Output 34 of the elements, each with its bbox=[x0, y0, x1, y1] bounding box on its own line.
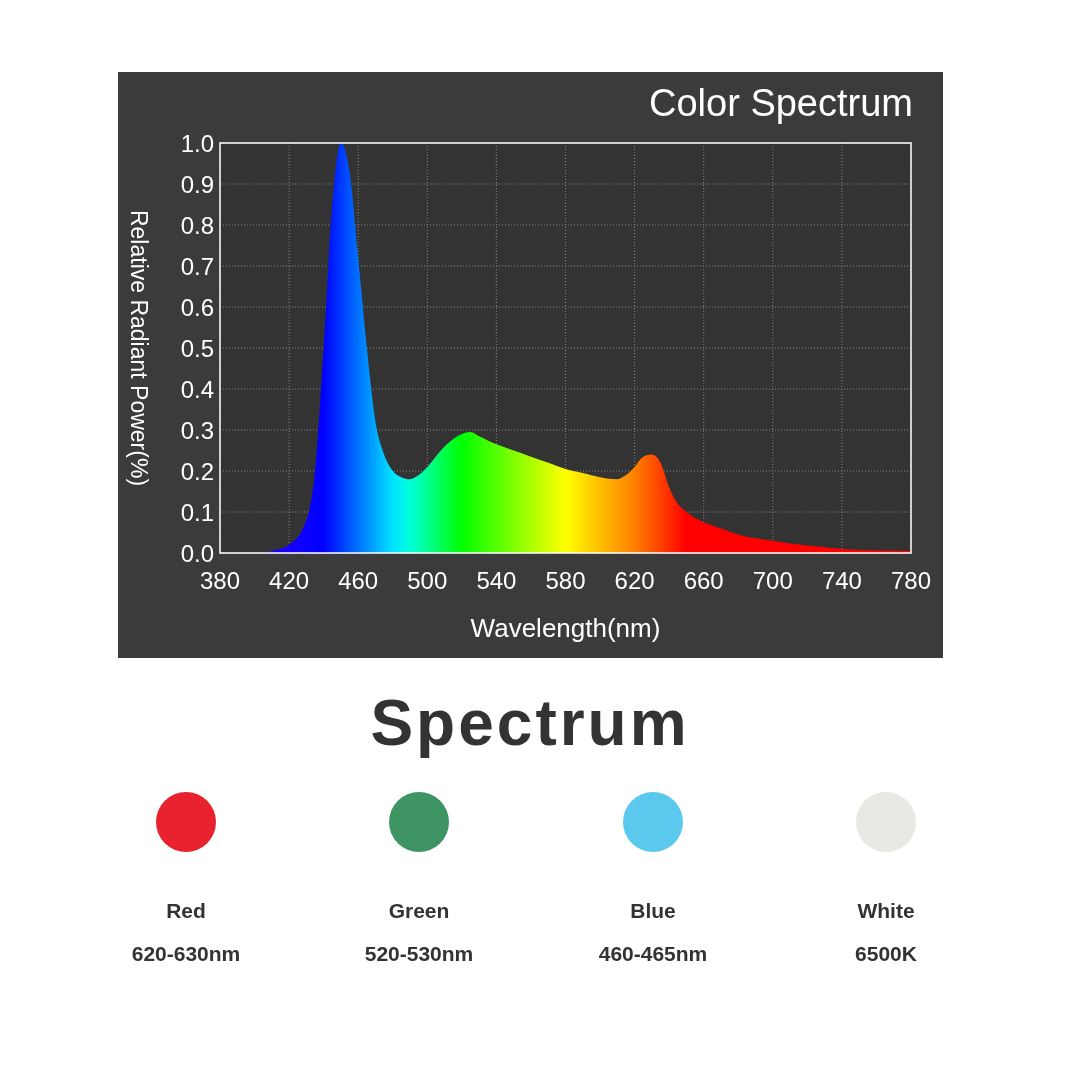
x-tick-label: 740 bbox=[821, 567, 862, 594]
y-tick-label: 0.6 bbox=[180, 294, 214, 321]
x-tick-label: 660 bbox=[683, 567, 724, 594]
x-axis-title: Wavelength(nm) bbox=[470, 613, 661, 643]
x-tick-label: 500 bbox=[407, 567, 448, 594]
y-tick-label: 0.8 bbox=[180, 212, 214, 239]
text: White bbox=[857, 899, 915, 922]
y-tick-label: 0.0 bbox=[180, 540, 214, 567]
text: 620-630nm bbox=[131, 942, 241, 965]
text: Red bbox=[166, 899, 206, 922]
x-tick-label: 420 bbox=[269, 567, 310, 594]
y-tick-label: 0.7 bbox=[180, 253, 214, 280]
y-axis-title: Relative Radiant Power(%) bbox=[126, 209, 152, 487]
y-tick-label: 0.9 bbox=[180, 171, 214, 198]
y-tick-label: 0.4 bbox=[180, 376, 214, 403]
x-tick-label: 540 bbox=[476, 567, 517, 594]
x-tick-label: 380 bbox=[199, 567, 241, 594]
x-tick-label: 460 bbox=[338, 567, 379, 594]
y-tick-label: 1.0 bbox=[180, 130, 214, 157]
y-tick-label: 0.1 bbox=[180, 499, 214, 526]
x-tick-label: 780 bbox=[890, 567, 932, 594]
x-tick-label: 700 bbox=[752, 567, 793, 594]
y-tick-label: 0.2 bbox=[180, 458, 214, 485]
text: 6500K bbox=[855, 942, 917, 965]
text: 520-530nm bbox=[364, 942, 474, 965]
text: 460-465nm bbox=[598, 942, 708, 965]
text: Blue bbox=[630, 899, 676, 922]
x-tick-label: 620 bbox=[614, 567, 655, 594]
chart-title: Color Spectrum bbox=[649, 82, 913, 124]
text: Spectrum bbox=[370, 687, 690, 759]
y-tick-label: 0.3 bbox=[180, 417, 214, 444]
x-tick-label: 580 bbox=[545, 567, 586, 594]
text: Green bbox=[388, 899, 450, 922]
y-tick-label: 0.5 bbox=[180, 335, 214, 362]
